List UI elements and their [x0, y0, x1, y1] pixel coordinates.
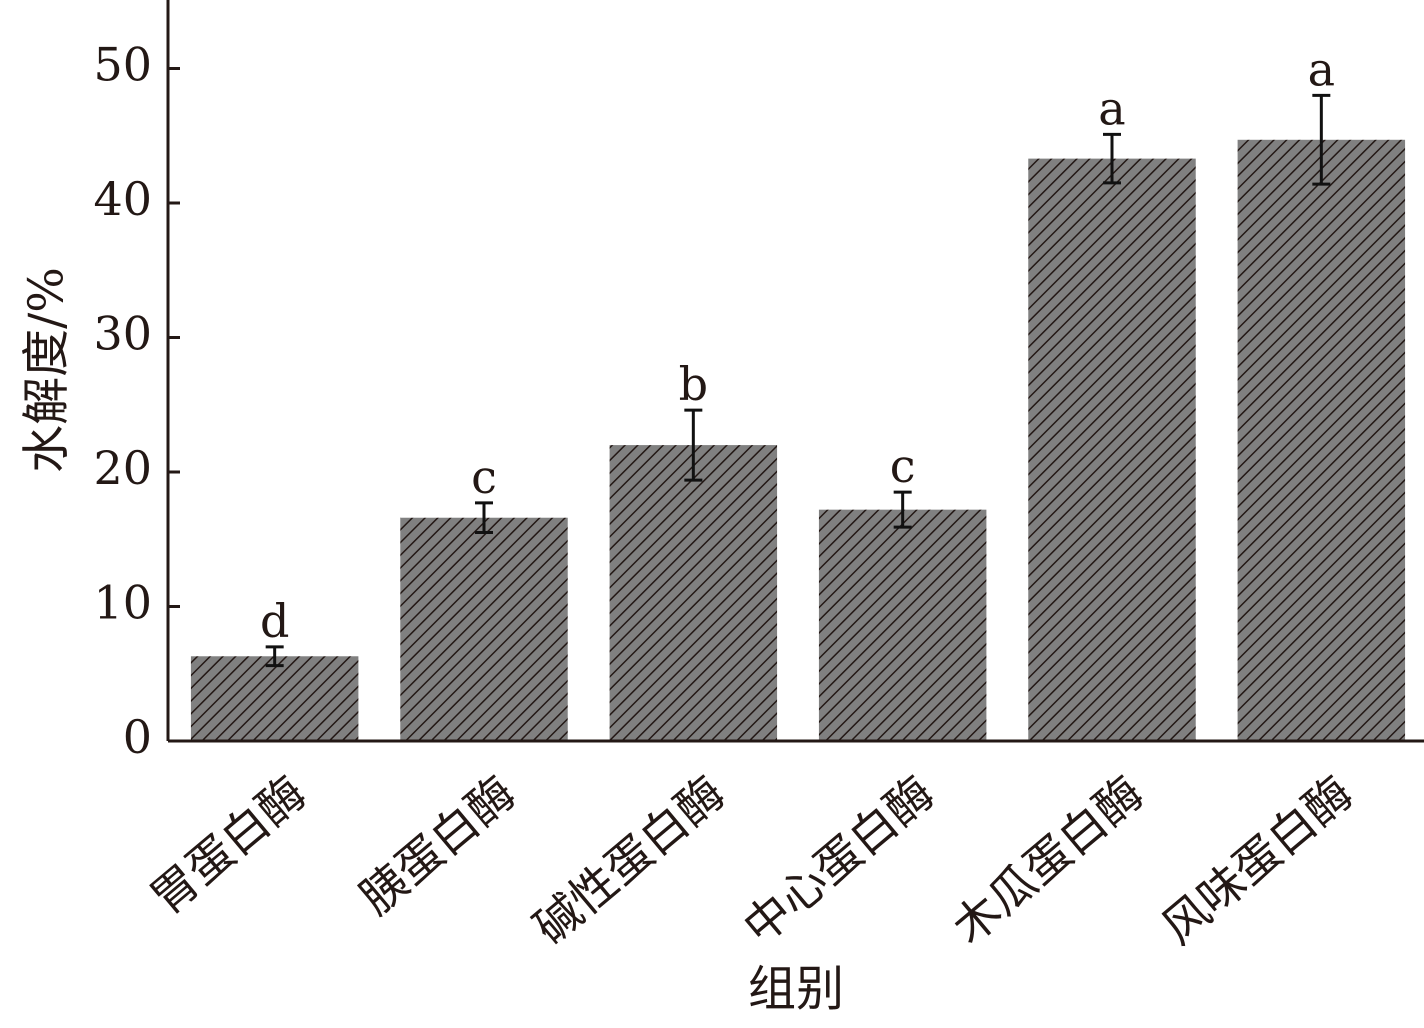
y-tick-label: 0 — [123, 710, 152, 764]
significance-label: a — [1098, 81, 1125, 135]
x-tick-label: 中心蛋白酶 — [733, 765, 944, 954]
x-tick-label: 碱性蛋白酶 — [524, 765, 735, 954]
bar — [1237, 139, 1406, 741]
significance-label: c — [890, 439, 916, 493]
y-tick-label: 40 — [93, 172, 152, 226]
bar — [609, 445, 778, 741]
significance-label: c — [471, 450, 497, 504]
significance-label: d — [260, 594, 289, 648]
bar — [190, 656, 359, 741]
significance-label: b — [679, 357, 708, 411]
y-tick-label: 30 — [93, 307, 152, 361]
significance-label: a — [1308, 42, 1335, 96]
x-tick-label: 风味蛋白酶 — [1152, 765, 1363, 954]
x-tick-label: 胰蛋白酶 — [350, 765, 526, 925]
x-tick-label: 木瓜蛋白酶 — [942, 765, 1153, 954]
bar — [400, 517, 568, 741]
y-tick-label: 10 — [93, 576, 152, 630]
bar — [818, 509, 987, 741]
x-axis-title: 组别 — [748, 961, 844, 1017]
y-axis-title: 水解度/% — [19, 267, 75, 473]
y-tick-label: 50 — [93, 38, 152, 92]
bar — [1028, 158, 1196, 742]
x-tick-label: 胃蛋白酶 — [140, 765, 316, 925]
y-tick-label: 20 — [93, 441, 152, 495]
